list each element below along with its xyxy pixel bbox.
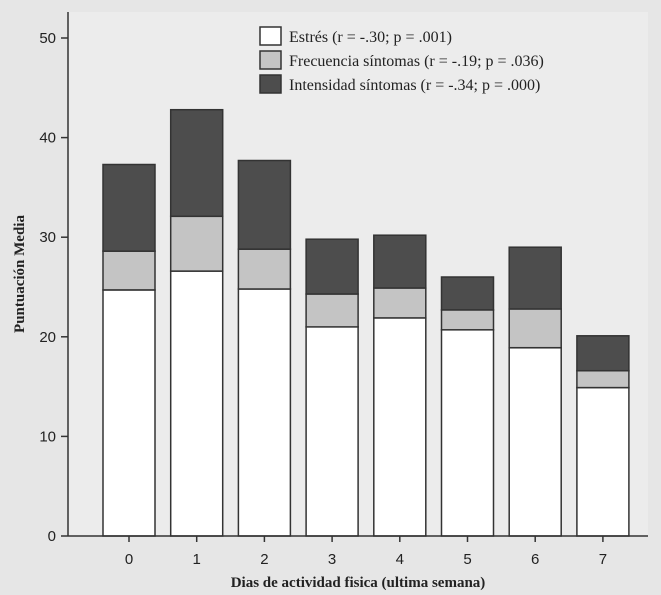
x-tick-label-2: 2 bbox=[260, 551, 268, 568]
bar-7-series-3 bbox=[576, 335, 630, 372]
bar-0-series-3 bbox=[102, 163, 156, 252]
x-axis-title: Dias de actividad fisica (ultima semana) bbox=[231, 575, 486, 591]
bar-7-series-2 bbox=[576, 369, 630, 389]
y-tick-label-10: 10 bbox=[39, 428, 56, 445]
bar-3-series-3 bbox=[305, 238, 359, 295]
y-tick-label-0: 0 bbox=[48, 528, 56, 545]
bar-4-series-1 bbox=[373, 317, 427, 537]
y-tick-label-40: 40 bbox=[39, 130, 56, 147]
legend-swatch-1 bbox=[259, 26, 282, 46]
bar-6-series-2 bbox=[508, 308, 562, 349]
legend: Estrés (r = -.30; p = .001) Frecuencia sí… bbox=[259, 26, 544, 94]
bar-4-series-2 bbox=[373, 287, 427, 319]
bar-0-series-1 bbox=[102, 289, 156, 537]
bar-6-series-1 bbox=[508, 347, 562, 537]
bar-1-series-2 bbox=[169, 215, 224, 272]
y-axis-title: Puntuación Media bbox=[12, 215, 28, 333]
bar-3-series-1 bbox=[305, 326, 359, 537]
bar-2-series-2 bbox=[237, 248, 292, 290]
legend-label-1: Estrés (r = -.30; p = .001) bbox=[289, 29, 452, 46]
bar-5-series-3 bbox=[440, 276, 495, 311]
bar-4-series-3 bbox=[373, 234, 427, 289]
x-tick-label-1: 1 bbox=[193, 551, 201, 568]
bar-0-series-2 bbox=[102, 250, 156, 291]
x-tick-label-3: 3 bbox=[328, 551, 336, 568]
bar-2-series-1 bbox=[237, 288, 292, 537]
bar-2-series-3 bbox=[237, 159, 292, 250]
x-tick-label-5: 5 bbox=[463, 551, 471, 568]
axes-group: 0 10 20 30 40 50 0 1 2 3 4 5 6 7 bbox=[39, 12, 648, 568]
legend-swatch-2 bbox=[259, 50, 282, 70]
x-tick-label-7: 7 bbox=[599, 551, 607, 568]
y-tick-label-20: 20 bbox=[39, 329, 56, 346]
bar-7-series-1 bbox=[576, 386, 630, 537]
bar-1-series-3 bbox=[169, 108, 224, 218]
x-tick-label-0: 0 bbox=[125, 551, 133, 568]
bar-5-series-2 bbox=[440, 309, 495, 331]
bar-6-series-3 bbox=[508, 246, 562, 310]
bar-5-series-1 bbox=[440, 329, 495, 537]
legend-label-3: Intensidad síntomas (r = -.34; p = .000) bbox=[289, 77, 540, 94]
x-tick-label-6: 6 bbox=[531, 551, 539, 568]
y-tick-label-50: 50 bbox=[39, 30, 56, 47]
y-tick-label-30: 30 bbox=[39, 229, 56, 246]
bar-3-series-2 bbox=[305, 293, 359, 328]
bars-group bbox=[102, 108, 630, 537]
legend-swatch-3 bbox=[259, 74, 282, 94]
legend-label-2: Frecuencia síntomas (r = -.19; p = .036) bbox=[289, 53, 544, 70]
bar-1-series-1 bbox=[169, 270, 224, 537]
x-tick-label-4: 4 bbox=[396, 551, 404, 568]
